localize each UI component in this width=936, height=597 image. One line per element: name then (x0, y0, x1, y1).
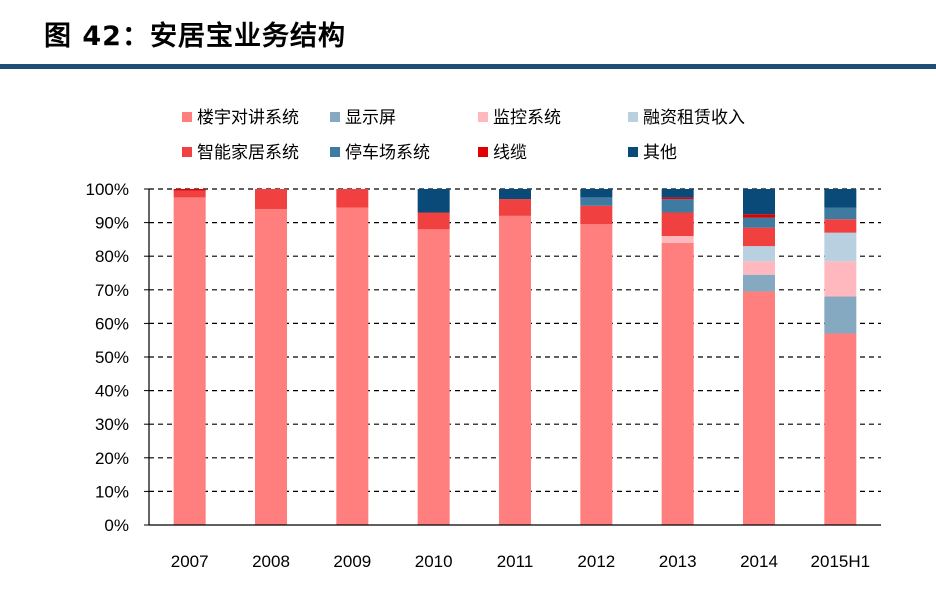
y-tick-label: 50% (95, 348, 129, 367)
x-tick-label: 2007 (171, 552, 209, 571)
bar-segment (255, 189, 287, 210)
bar-segment (824, 219, 857, 233)
y-tick-label: 90% (95, 214, 129, 233)
x-tick-label: 2011 (497, 552, 534, 571)
bar-segment (824, 207, 857, 220)
bar-segment (824, 261, 857, 297)
bar-segment (661, 212, 694, 237)
x-tick-label: 2010 (415, 552, 453, 571)
bar-segment (661, 189, 694, 198)
bar-segment (743, 261, 775, 275)
legend-label: 监控系统 (493, 108, 561, 128)
bar-segment (499, 199, 531, 216)
legend-swatch (628, 147, 638, 157)
bar-segment (580, 224, 613, 525)
bar-segment (336, 207, 369, 526)
x-tick-label: 2008 (252, 552, 290, 571)
bar-segment (824, 189, 857, 208)
legend-label: 融资租赁收入 (643, 108, 745, 128)
legend-swatch (182, 147, 192, 157)
bar-segment (824, 333, 857, 525)
y-tick-label: 30% (95, 415, 129, 434)
bar-segment (743, 274, 775, 292)
x-tick-label: 2009 (333, 552, 371, 571)
bar-segment (661, 199, 694, 213)
bar-segment (743, 291, 775, 525)
legend-label: 停车场系统 (345, 143, 430, 163)
legend-swatch (628, 112, 638, 122)
bar-segment (173, 189, 206, 191)
y-tick-label: 60% (95, 314, 129, 333)
legend-swatch (182, 112, 192, 122)
bar-segment (824, 232, 857, 262)
legend-label: 楼宇对讲系统 (197, 108, 299, 128)
title-divider (0, 64, 936, 69)
y-tick-label: 40% (95, 382, 129, 401)
y-tick-labels: 0% 10% 20% 30% 40% 50% 60% 70% 80% 90% 100% (86, 180, 129, 535)
bar-segment (580, 189, 613, 198)
y-tick-label: 10% (95, 482, 129, 501)
bar-segment (499, 189, 531, 200)
bar-segment (580, 205, 613, 225)
x-tick-label: 2014 (740, 552, 778, 571)
y-tick-label: 0% (104, 516, 129, 535)
bar-segment (743, 246, 775, 262)
y-tick-label: 100% (86, 180, 129, 199)
legend-swatch (478, 112, 488, 122)
bars (173, 189, 857, 526)
legend-swatch (478, 147, 488, 157)
bar-segment (743, 214, 775, 218)
figure-title: 图 42：安居宝业务结构 (44, 21, 346, 52)
bar-segment (743, 227, 775, 247)
bar-segment (173, 190, 206, 198)
legend-swatch (330, 112, 340, 122)
legend-label: 智能家居系统 (197, 143, 299, 163)
bar-segment (580, 197, 613, 206)
x-tick-label: 2015H1 (811, 552, 871, 571)
axes (144, 188, 881, 526)
bar-segment (417, 212, 450, 230)
bar-segment (255, 209, 287, 525)
legend-label: 显示屏 (345, 108, 396, 128)
legend-label: 线缆 (493, 143, 527, 163)
x-tick-label: 2012 (577, 552, 615, 571)
bar-segment (173, 197, 206, 525)
bar-segment (743, 217, 775, 228)
bar-segment (661, 236, 694, 243)
bar-segment (661, 197, 694, 200)
bar-segment (336, 189, 369, 208)
y-tick-label: 70% (95, 281, 129, 300)
legend-label: 其他 (643, 143, 677, 163)
bar-segment (743, 189, 775, 215)
bar-segment (417, 189, 450, 213)
bar-segment (417, 229, 450, 525)
legend-swatch (330, 147, 340, 157)
y-tick-label: 20% (95, 449, 129, 468)
bar-segment (499, 215, 531, 525)
x-tick-label: 2013 (659, 552, 697, 571)
x-tick-labels: 2007 2008 2009 2010 2011 2012 2013 2014 2015H1 (171, 552, 870, 571)
bar-segment (824, 296, 857, 334)
y-tick-label: 80% (95, 247, 129, 266)
bar-segment (661, 242, 694, 525)
